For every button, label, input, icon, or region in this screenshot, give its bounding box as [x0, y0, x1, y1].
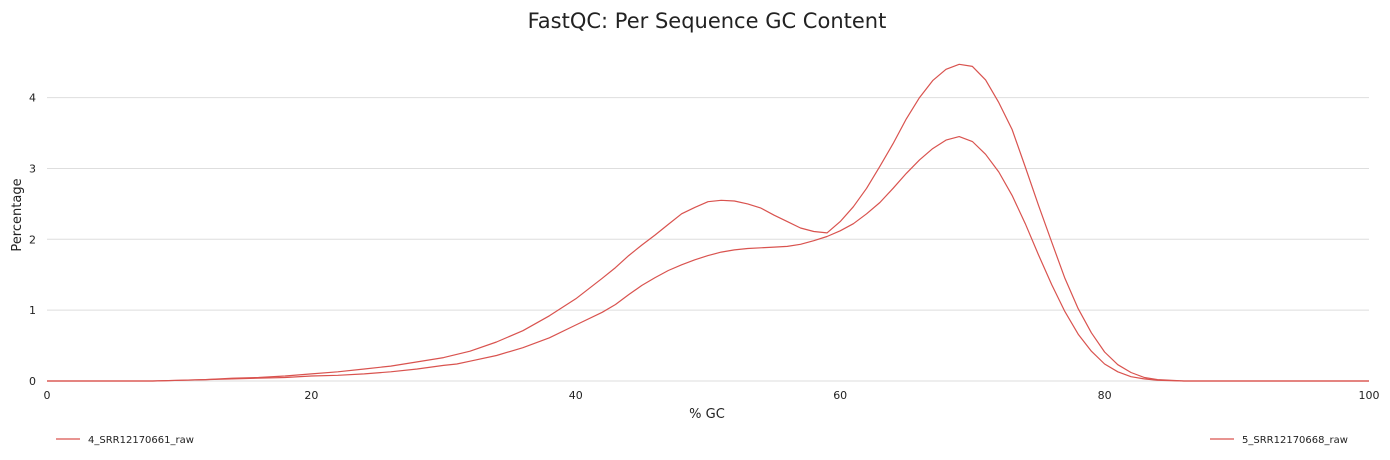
- grid-lines: [47, 97, 1369, 382]
- y-tick-label: 3: [29, 162, 36, 175]
- x-axis-ticks: 0 20 40 60 80 100: [44, 389, 1380, 402]
- y-axis-label: Percentage: [10, 178, 25, 251]
- y-tick-label: 4: [29, 92, 36, 105]
- legend: 4_SRR12170661_raw 5_SRR12170668_raw: [56, 435, 1348, 446]
- chart-title: FastQC: Per Sequence GC Content: [528, 9, 887, 33]
- y-tick-label: 0: [29, 375, 36, 388]
- y-axis-ticks: 0 1 2 3 4: [29, 92, 36, 388]
- legend-item[interactable]: 5_SRR12170668_raw: [1210, 435, 1348, 446]
- x-tick-label: 100: [1359, 389, 1380, 402]
- legend-label: 5_SRR12170668_raw: [1242, 435, 1348, 446]
- x-tick-label: 20: [304, 389, 318, 402]
- series-lines: [47, 63, 1369, 382]
- x-tick-label: 0: [44, 389, 51, 402]
- x-tick-label: 40: [569, 389, 583, 402]
- y-tick-label: 2: [29, 233, 36, 246]
- series-line-4_SRR12170661_raw: [47, 136, 1369, 382]
- y-tick-label: 1: [29, 304, 36, 317]
- legend-label: 4_SRR12170661_raw: [88, 435, 194, 446]
- series-line-5_SRR12170668_raw: [47, 63, 1369, 382]
- x-tick-label: 60: [833, 389, 847, 402]
- x-axis-label: % GC: [689, 407, 725, 422]
- legend-item[interactable]: 4_SRR12170661_raw: [56, 435, 194, 446]
- x-tick-label: 80: [1098, 389, 1112, 402]
